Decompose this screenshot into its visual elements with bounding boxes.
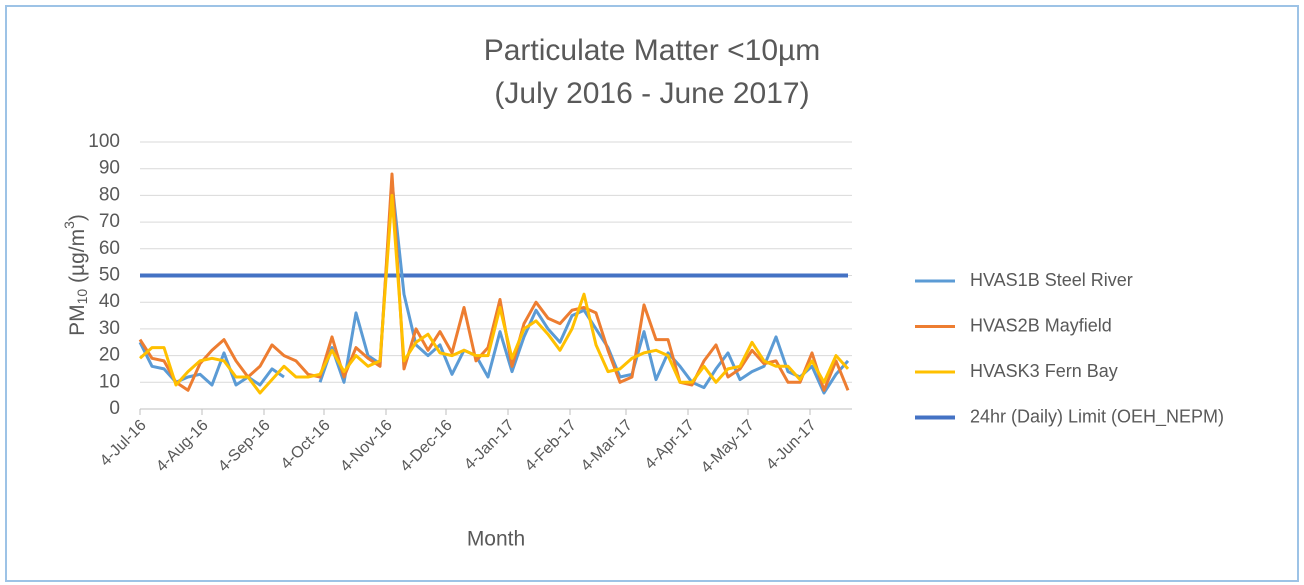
y-tick-label: 0 bbox=[109, 398, 120, 419]
y-label-sub: 10 bbox=[74, 289, 90, 305]
y-label-part: PM bbox=[66, 304, 89, 336]
series-line bbox=[139, 193, 850, 395]
y-tick-label: 10 bbox=[99, 371, 120, 392]
series-line bbox=[138, 180, 850, 395]
y-tick-label: 100 bbox=[88, 131, 120, 152]
legend-label: HVAS2B Mayfield bbox=[970, 315, 1112, 335]
series-line bbox=[138, 172, 850, 392]
chart-title: Particulate Matter <10µm bbox=[484, 34, 821, 67]
y-tick-label: 40 bbox=[99, 291, 120, 312]
legend-label: 24hr (Daily) Limit (OEH_NEPM) bbox=[970, 406, 1224, 427]
y-tick-label: 30 bbox=[99, 318, 120, 339]
y-axis-label: PM10 (µg/m3) bbox=[61, 214, 90, 336]
y-tick-label: 50 bbox=[99, 265, 120, 286]
y-label-sup: 3 bbox=[61, 221, 77, 229]
x-axis-label: Month bbox=[467, 528, 525, 551]
y-tick-label: 70 bbox=[99, 211, 120, 232]
y-label-part: (µg/m bbox=[66, 229, 89, 289]
y-tick-label: 20 bbox=[99, 345, 120, 366]
legend-label: HVAS1B Steel River bbox=[970, 270, 1133, 290]
y-label-part: ) bbox=[66, 214, 89, 221]
legend-label: HVASK3 Fern Bay bbox=[970, 361, 1118, 381]
chart-frame bbox=[5, 5, 1299, 582]
chart-subtitle: (July 2016 - June 2017) bbox=[494, 77, 809, 110]
y-tick-label: 90 bbox=[99, 158, 120, 179]
y-tick-label: 60 bbox=[99, 238, 120, 259]
y-tick-label: 80 bbox=[99, 184, 120, 205]
